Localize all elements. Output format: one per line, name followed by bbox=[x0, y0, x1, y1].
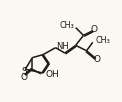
Text: CH₃: CH₃ bbox=[96, 36, 111, 45]
Text: O: O bbox=[91, 25, 98, 34]
Text: NH: NH bbox=[56, 42, 69, 51]
Text: O: O bbox=[94, 55, 101, 64]
Text: CH₃: CH₃ bbox=[59, 21, 74, 30]
Text: OH: OH bbox=[46, 70, 59, 79]
Text: O: O bbox=[20, 73, 27, 82]
Text: S: S bbox=[22, 67, 27, 76]
